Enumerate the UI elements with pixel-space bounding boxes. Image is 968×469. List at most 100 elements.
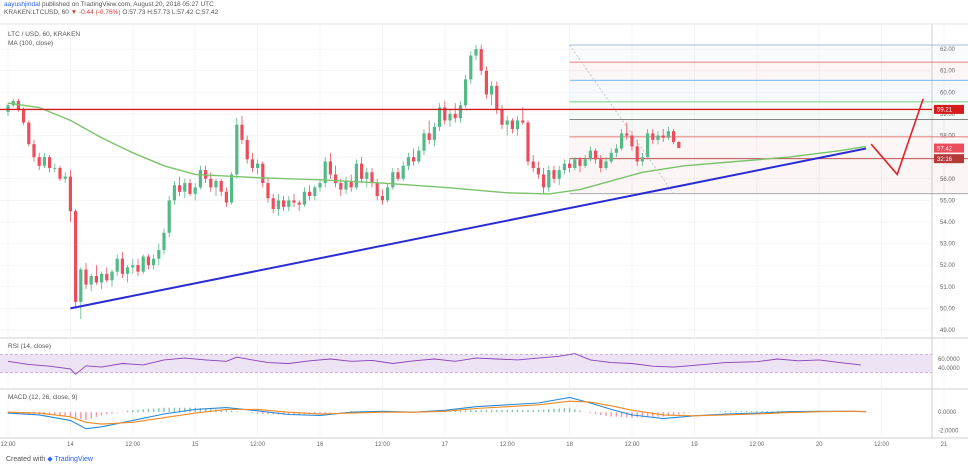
candle-body: [422, 133, 426, 151]
candle-body: [474, 49, 478, 56]
fib-zone: [569, 101, 968, 120]
candle-body: [505, 120, 509, 125]
candle-body: [412, 157, 416, 162]
candle-body: [448, 113, 452, 121]
candle-body: [542, 174, 546, 188]
candle-body: [230, 174, 234, 203]
candle-body: [557, 170, 561, 179]
price-label-text: 59.21: [937, 108, 953, 114]
candle-body: [224, 191, 228, 203]
candle-body: [588, 150, 592, 160]
candle-body: [100, 273, 104, 283]
candle-body: [552, 170, 556, 179]
fib-zone: [569, 80, 968, 102]
rsi-axis: 40.0000 60.0000: [938, 357, 960, 372]
candle-body: [625, 133, 629, 136]
candle-body: [318, 183, 322, 188]
fibonacci-retracement[interactable]: 1(62.19)0.886(61.40)0.764(60.56)0.618(59…: [569, 39, 968, 195]
price-tick-label: 49.00: [940, 328, 956, 334]
candle-body: [219, 180, 223, 192]
price-tick-label: 51.00: [940, 285, 956, 291]
candle-body: [214, 180, 218, 188]
candle-body: [354, 163, 358, 188]
time-tick-label: 15: [192, 442, 199, 448]
time-tick-label: 12:00: [375, 442, 391, 448]
candle-body: [328, 161, 332, 175]
candle-body: [167, 200, 171, 233]
candle-body: [562, 163, 566, 171]
published-text: published on TradingView.com, August 20,…: [41, 1, 214, 8]
candle-body: [360, 163, 364, 179]
time-tick-label: 12:00: [874, 442, 890, 448]
fib-zone: [569, 136, 968, 159]
candle-body: [349, 180, 353, 188]
price-label-box: [934, 154, 964, 164]
candle-body: [292, 200, 296, 203]
candle-body: [432, 126, 436, 140]
tradingview-logo[interactable]: ◆ TradingView: [47, 456, 93, 463]
time-axis: 12:00 14 12:00 15 12:00 16 12:00 17 12:00 18 12:00…: [0, 442, 948, 448]
candle-body: [438, 107, 442, 127]
time-tick-label: 12:00: [125, 442, 141, 448]
candle-body: [380, 196, 384, 201]
fib-zone: [569, 62, 968, 81]
candle-body: [53, 167, 57, 169]
price-label-box: [934, 143, 964, 153]
candle-body: [126, 267, 130, 274]
candle-body: [609, 152, 613, 162]
projection-path[interactable]: [870, 98, 924, 176]
candle-body: [240, 124, 244, 140]
candle-body: [484, 70, 488, 95]
candle-body: [620, 133, 624, 149]
candlesticks: [6, 44, 681, 320]
rsi-tick-label: 40.0000: [938, 366, 960, 372]
candle-body: [297, 202, 301, 205]
fib-zone: [569, 158, 968, 194]
candle-body: [401, 165, 405, 179]
candle-body: [479, 49, 483, 71]
candle-body: [79, 269, 83, 302]
time-tick-label: 20: [816, 442, 823, 448]
candle-body: [22, 109, 26, 123]
candle-body: [651, 133, 655, 140]
candle-body: [568, 163, 572, 168]
time-tick-label: 17: [441, 442, 448, 448]
candle-body: [526, 122, 530, 162]
quote-ohlc: O:57.73 H:57.73 L:57.42 C:57.42: [122, 9, 219, 16]
macd-tick-label: -2.0000: [938, 429, 959, 435]
time-tick-label: 16: [317, 442, 324, 448]
candle-body: [188, 183, 192, 194]
candle-body: [198, 170, 202, 188]
candle-body: [646, 133, 650, 158]
time-tick-label: 12:00: [500, 442, 516, 448]
candle-body: [427, 133, 431, 140]
candle-body: [536, 167, 540, 175]
candle-body: [531, 161, 535, 168]
author-name[interactable]: aayushjindal: [4, 1, 41, 8]
price-tick-label: 56.00: [940, 177, 956, 183]
candle-body: [183, 183, 187, 192]
candle-body: [16, 100, 20, 110]
candle-body: [89, 275, 93, 285]
candle-body: [464, 79, 468, 106]
candle-body: [250, 159, 254, 168]
price-tick-label: 59.00: [940, 112, 956, 118]
fib-zone: [569, 45, 968, 63]
candle-body: [344, 180, 348, 190]
candle-body: [443, 107, 447, 121]
support-trendline[interactable]: [70, 147, 867, 310]
candle-body: [500, 109, 504, 125]
candle-body: [276, 200, 280, 210]
candle-body: [391, 172, 395, 188]
time-tick-label: 12:00: [0, 442, 16, 448]
candle-body: [172, 185, 176, 201]
candle-body: [74, 211, 78, 302]
candle-body: [594, 150, 598, 160]
candle-body: [661, 135, 665, 138]
price-tick-label: 50.00: [940, 306, 956, 312]
candle-body: [261, 163, 265, 184]
candle-body: [287, 200, 291, 207]
candle-body: [68, 176, 72, 212]
candle-body: [94, 275, 98, 283]
candle-body: [547, 170, 551, 188]
